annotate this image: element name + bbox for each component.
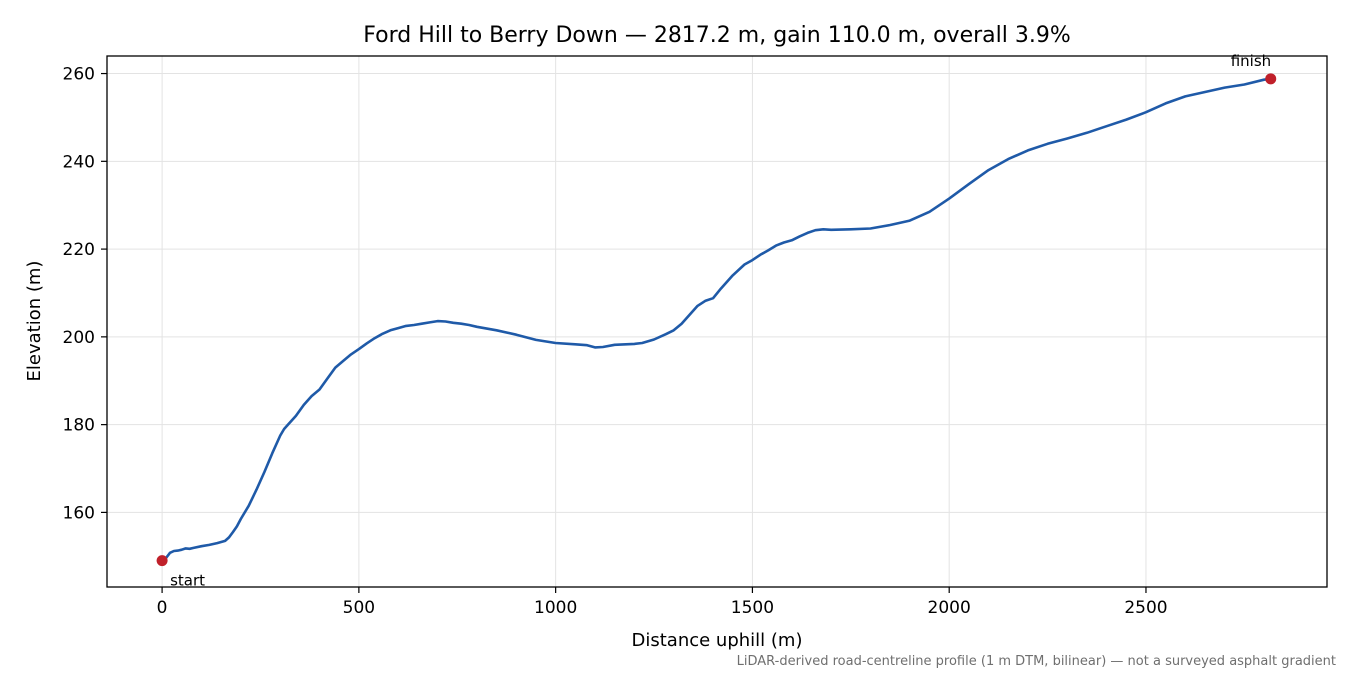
endpoint-markers: start finish (156, 52, 1277, 590)
y-axis-label: Elevation (m) (24, 261, 45, 382)
x-tick-label: 1500 (731, 598, 774, 618)
finish-label: finish (1231, 52, 1271, 70)
y-tick-label: 200 (63, 328, 95, 348)
y-tick-label: 220 (63, 240, 95, 260)
start-marker (156, 555, 168, 567)
source-footnote: LiDAR-derived road-centreline profile (1… (737, 654, 1336, 669)
elevation-profile-line (160, 77, 1272, 562)
grid-lines (107, 56, 1327, 587)
x-tick-label: 2000 (928, 598, 971, 618)
y-axis-ticks: 160 180 200 220 240 260 (63, 65, 107, 523)
start-label: start (170, 572, 205, 590)
plot-area (106, 55, 1328, 588)
y-tick-label: 180 (63, 416, 95, 436)
finish-marker (1265, 73, 1277, 85)
x-tick-label: 2500 (1124, 598, 1167, 618)
x-tick-label: 0 (157, 598, 168, 618)
x-axis-label: Distance uphill (m) (632, 630, 803, 651)
y-tick-label: 260 (63, 65, 95, 85)
x-tick-label: 500 (343, 598, 375, 618)
x-tick-label: 1000 (534, 598, 577, 618)
chart-title: Ford Hill to Berry Down — 2817.2 m, gain… (363, 23, 1071, 48)
y-tick-label: 160 (63, 503, 95, 523)
x-axis-ticks: 0 500 1000 1500 2000 2500 (157, 587, 1168, 618)
y-tick-label: 240 (63, 152, 95, 172)
